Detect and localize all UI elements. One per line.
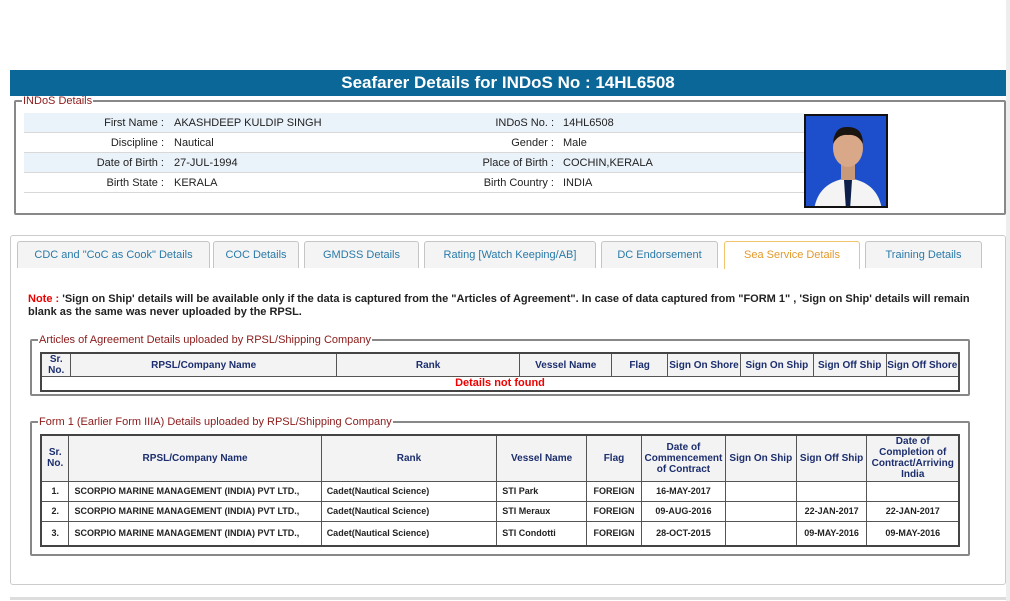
tab-gmdss-details[interactable]: GMDSS Details <box>304 241 419 268</box>
table-cell: STI Park <box>496 480 588 502</box>
note-label: Note : <box>28 293 60 305</box>
table-cell: 22-JAN-2017 <box>795 500 868 522</box>
table-cell: SCORPIO MARINE MANAGEMENT (INDIA) PVT LT… <box>68 520 322 547</box>
articles-table: Sr. No. RPSL/Company Name Rank Vessel Name F… <box>40 352 960 392</box>
articles-section: Articles of Agreement Details uploaded b… <box>30 334 970 396</box>
tab-training-details[interactable]: Training Details <box>865 241 982 268</box>
note-text: Note : 'Sign on Ship' details will be av… <box>28 293 978 319</box>
field-value: AKASHDEEP KULDIP SINGH <box>174 117 322 129</box>
table-cell: 2. <box>40 500 70 522</box>
table-row: 3. SCORPIO MARINE MANAGEMENT (INDIA) PVT … <box>40 520 960 547</box>
table-cell: 22-JAN-2017 <box>866 500 960 522</box>
field-label: INDoS No. : <box>495 117 554 129</box>
table-cell <box>724 520 797 547</box>
column-header: Sr. No. <box>40 434 70 482</box>
tab-sea-service-details[interactable]: Sea Service Details <box>724 241 860 269</box>
table-cell: STI Meraux <box>496 500 588 522</box>
note-body: 'Sign on Ship' details will be available… <box>28 293 970 318</box>
column-header: Flag <box>611 352 669 377</box>
indos-details-section: INDoS Details <box>14 95 1006 215</box>
indos-row: Discipline : Nautical Gender : Male <box>24 133 804 153</box>
column-header: Vessel Name <box>519 352 613 377</box>
column-header: Sign Off Shore <box>885 352 960 377</box>
indos-row: First Name : AKASHDEEP KULDIP SINGH INDoS … <box>24 113 804 133</box>
column-header: Rank <box>335 352 521 377</box>
field-value: 27-JUL-1994 <box>174 157 238 169</box>
table-cell: SCORPIO MARINE MANAGEMENT (INDIA) PVT LT… <box>68 500 322 522</box>
page-title: Seafarer Details for INDoS No : 14HL6508 <box>10 70 1006 96</box>
field-value: Male <box>563 137 587 149</box>
divider <box>10 597 1006 600</box>
field-label: Place of Birth : <box>482 157 554 169</box>
section-legend: INDoS Details <box>23 95 93 107</box>
table-cell <box>795 480 868 502</box>
table-cell: FOREIGN <box>586 520 642 547</box>
column-header: Date of Commencement of Contract <box>640 434 726 482</box>
table-cell: 09-AUG-2016 <box>640 500 726 522</box>
table-cell <box>866 480 960 502</box>
column-header: Sign Off Ship <box>795 434 868 482</box>
table-cell: FOREIGN <box>586 480 642 502</box>
tab-rating-watch-keeping-ab[interactable]: Rating [Watch Keeping/AB] <box>424 241 596 268</box>
field-label: Birth State : <box>106 177 164 189</box>
column-header: Sign Off Ship <box>812 352 887 377</box>
section-legend: Articles of Agreement Details uploaded b… <box>39 334 372 346</box>
column-header: Date of Completion of Contract/Arriving … <box>866 434 960 482</box>
field-value: 14HL6508 <box>563 117 614 129</box>
table-cell: 1. <box>40 480 70 502</box>
indos-row: Date of Birth : 27-JUL-1994 Place of Birth… <box>24 153 804 173</box>
table-cell: Cadet(Nautical Science) <box>320 500 498 522</box>
column-header: Sr. No. <box>40 352 72 377</box>
tab-coc-details[interactable]: COC Details <box>213 241 299 268</box>
field-value: COCHIN,KERALA <box>563 157 653 169</box>
table-cell: SCORPIO MARINE MANAGEMENT (INDIA) PVT LT… <box>68 480 322 502</box>
seafarer-photo <box>804 114 888 208</box>
column-header: Sign On Ship <box>724 434 797 482</box>
table-cell: 28-OCT-2015 <box>640 520 726 547</box>
section-legend: Form 1 (Earlier Form IIIA) Details uploa… <box>39 416 392 428</box>
field-label: Birth Country : <box>483 177 554 189</box>
column-header: Rank <box>320 434 498 482</box>
table-row: 1. SCORPIO MARINE MANAGEMENT (INDIA) PVT … <box>40 480 960 502</box>
table-cell: 16-MAY-2017 <box>640 480 726 502</box>
field-value: Nautical <box>174 137 214 149</box>
column-header: Sign On Ship <box>739 352 814 377</box>
indos-row: Birth State : KERALA Birth Country : INDIA <box>24 173 804 193</box>
field-value: KERALA <box>174 177 218 189</box>
column-header: Flag <box>586 434 642 482</box>
table-cell: FOREIGN <box>586 500 642 522</box>
field-label: First Name : <box>104 117 164 129</box>
empty-message: Details not found <box>40 376 960 391</box>
table-cell: 09-MAY-2016 <box>795 520 868 547</box>
form1-table: Sr. No. RPSL/Company Name Rank Vessel Name F… <box>40 434 960 547</box>
table-cell: 3. <box>40 520 70 547</box>
tab-cdc-and-coc-as-cook-details[interactable]: CDC and "CoC as Cook" Details <box>17 241 210 268</box>
table-cell <box>724 480 797 502</box>
form1-section: Form 1 (Earlier Form IIIA) Details uploa… <box>30 416 970 556</box>
table-cell: Cadet(Nautical Science) <box>320 480 498 502</box>
field-label: Date of Birth : <box>96 157 164 169</box>
table-cell: Cadet(Nautical Science) <box>320 520 498 547</box>
field-value: INDIA <box>563 177 593 189</box>
table-cell: STI Condotti <box>496 520 588 547</box>
column-header: RPSL/Company Name <box>70 352 337 377</box>
column-header: RPSL/Company Name <box>68 434 322 482</box>
field-label: Discipline : <box>110 137 164 149</box>
field-label: Gender : <box>511 137 554 149</box>
table-cell <box>724 500 797 522</box>
table-row: 2. SCORPIO MARINE MANAGEMENT (INDIA) PVT … <box>40 500 960 522</box>
column-header: Sign On Shore <box>667 352 741 377</box>
scrollbar[interactable] <box>1006 0 1010 601</box>
tab-dc-endorsement[interactable]: DC Endorsement <box>601 241 718 268</box>
column-header: Vessel Name <box>496 434 588 482</box>
table-cell: 09-MAY-2016 <box>866 520 960 547</box>
tab-panel <box>10 235 1006 585</box>
